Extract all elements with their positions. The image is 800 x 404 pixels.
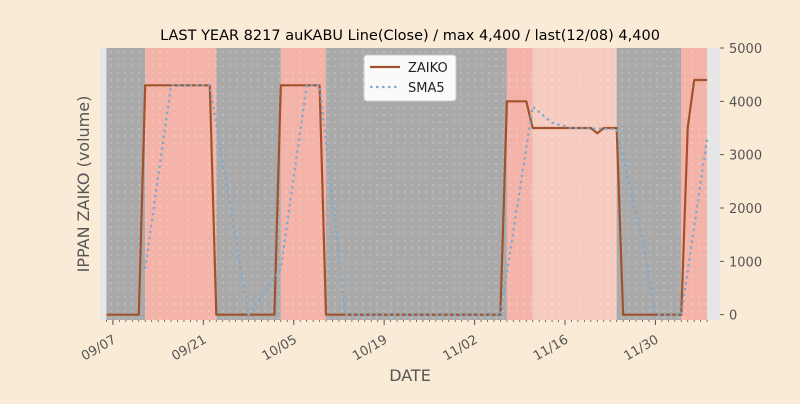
background-band-7 [617, 48, 682, 320]
y-tick-label: 1000 [729, 255, 762, 270]
y-tick-label: 5000 [729, 42, 762, 57]
legend-label-sma5: SMA5 [408, 81, 445, 96]
background-band-6 [533, 48, 617, 320]
y-tick-label: 3000 [729, 149, 762, 164]
background-band-5 [507, 48, 533, 320]
y-tick-label: 4000 [729, 95, 762, 110]
background-band-1 [145, 48, 216, 320]
legend-label-zaiko: ZAIKO [408, 61, 448, 76]
chart-title: LAST YEAR 8217 auKABU Line(Close) / max … [160, 28, 660, 44]
y-tick-label: 2000 [729, 202, 762, 217]
y-axis-label: IPPAN ZAIKO (volume) [74, 96, 93, 273]
x-axis-label: DATE [389, 366, 431, 385]
y-tick-label: 0 [729, 309, 737, 324]
